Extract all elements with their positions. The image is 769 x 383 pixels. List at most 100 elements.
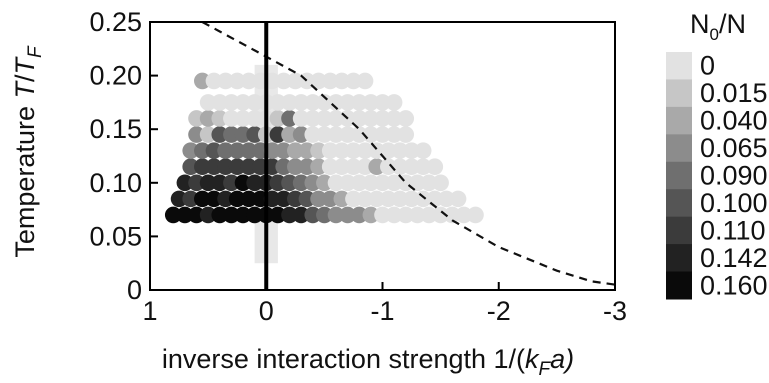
- data-point: [269, 126, 287, 143]
- data-point: [350, 94, 368, 111]
- colorbar-swatch: [666, 189, 692, 218]
- colorbar-labels: 00.0150.0400.0650.0900.1000.1100.1420.16…: [700, 51, 768, 301]
- colorbar-swatch: [666, 134, 692, 163]
- plot-area: [149, 21, 616, 291]
- data-point: [298, 158, 316, 176]
- data-point: [333, 72, 351, 90]
- colorbar-swatch: [666, 79, 692, 108]
- data-point: [316, 126, 333, 143]
- data-point: [211, 94, 229, 111]
- y-tick-label: 0.15: [89, 114, 142, 144]
- data-point: [467, 206, 484, 224]
- data-point: [223, 94, 240, 111]
- data-point: [333, 158, 351, 176]
- colorbar-label: 0.160: [700, 270, 768, 300]
- colorbar-label: 0.100: [700, 188, 768, 218]
- data-point: [403, 190, 420, 208]
- data-point: [269, 110, 287, 127]
- data-point: [223, 206, 240, 224]
- data-point: [246, 94, 263, 111]
- data-point: [374, 126, 391, 143]
- colorbar-label: 0.015: [700, 78, 768, 108]
- x-axis-ticks: 1 0 -1 -2 -3: [142, 282, 627, 326]
- data-point: [194, 190, 211, 208]
- data-point: [246, 206, 263, 224]
- data-point: [246, 126, 263, 143]
- data-point: [176, 206, 194, 224]
- data-point: [240, 158, 258, 176]
- data-point: [327, 206, 345, 224]
- y-axis-label: Temperature T/TF: [10, 45, 46, 258]
- data-point: [316, 94, 333, 111]
- data-point: [281, 94, 298, 111]
- data-point: [281, 206, 298, 224]
- data-point: [350, 206, 368, 224]
- data-point: [228, 158, 246, 176]
- data-point: [292, 174, 310, 192]
- data-point: [228, 142, 246, 159]
- data-point: [350, 126, 368, 143]
- data-point: [304, 94, 322, 111]
- data-points: [164, 72, 484, 224]
- data-point: [304, 206, 322, 224]
- data-point: [316, 206, 333, 224]
- data-point: [188, 126, 205, 143]
- y-tick-label: 0.10: [89, 168, 142, 198]
- data-point: [170, 190, 188, 208]
- data-point: [292, 126, 310, 143]
- data-point: [304, 110, 322, 127]
- data-point: [397, 110, 415, 127]
- data-point: [339, 126, 356, 143]
- colorbar-label: 0.110: [700, 215, 766, 245]
- data-point: [327, 110, 345, 127]
- data-point: [217, 190, 234, 208]
- data-point: [356, 72, 374, 90]
- data-point: [455, 206, 473, 224]
- data-point: [281, 174, 298, 192]
- data-point: [339, 174, 356, 192]
- data-point: [287, 72, 304, 90]
- data-point: [333, 190, 351, 208]
- data-point: [374, 110, 391, 127]
- data-point: [350, 110, 368, 127]
- data-point: [374, 94, 391, 111]
- data-point: [356, 142, 374, 159]
- data-point: [391, 158, 409, 176]
- data-point: [217, 158, 234, 176]
- data-point: [194, 158, 211, 176]
- data-point: [409, 174, 426, 192]
- colorbar-label: 0.090: [700, 161, 768, 191]
- data-point: [234, 126, 252, 143]
- data-point: [287, 142, 304, 159]
- colorbar-label: 0.065: [700, 133, 768, 163]
- x-axis-label-suffix: a): [550, 344, 574, 374]
- data-point: [362, 174, 380, 192]
- x-tick-label: -3: [603, 296, 627, 326]
- data-point: [356, 190, 374, 208]
- colorbar-title: N0/N: [690, 9, 746, 44]
- data-point: [438, 190, 455, 208]
- data-point: [327, 126, 345, 143]
- data-point: [298, 142, 316, 159]
- colorbar-swatches: [666, 52, 692, 300]
- data-point: [414, 158, 432, 176]
- data-point: [333, 142, 351, 159]
- data-point: [211, 206, 229, 224]
- data-point: [385, 206, 403, 224]
- data-point: [205, 158, 223, 176]
- data-point: [380, 142, 397, 159]
- data-point: [240, 142, 258, 159]
- data-point: [188, 110, 205, 127]
- data-point: [403, 142, 420, 159]
- data-point: [240, 72, 258, 90]
- data-point: [432, 206, 449, 224]
- data-point: [199, 94, 217, 111]
- data-point: [385, 94, 403, 111]
- data-point: [304, 174, 322, 192]
- data-point: [211, 126, 229, 143]
- colorbar-swatch: [666, 161, 692, 190]
- data-point: [205, 142, 223, 159]
- data-point: [443, 206, 461, 224]
- data-point: [275, 190, 292, 208]
- data-point: [321, 190, 339, 208]
